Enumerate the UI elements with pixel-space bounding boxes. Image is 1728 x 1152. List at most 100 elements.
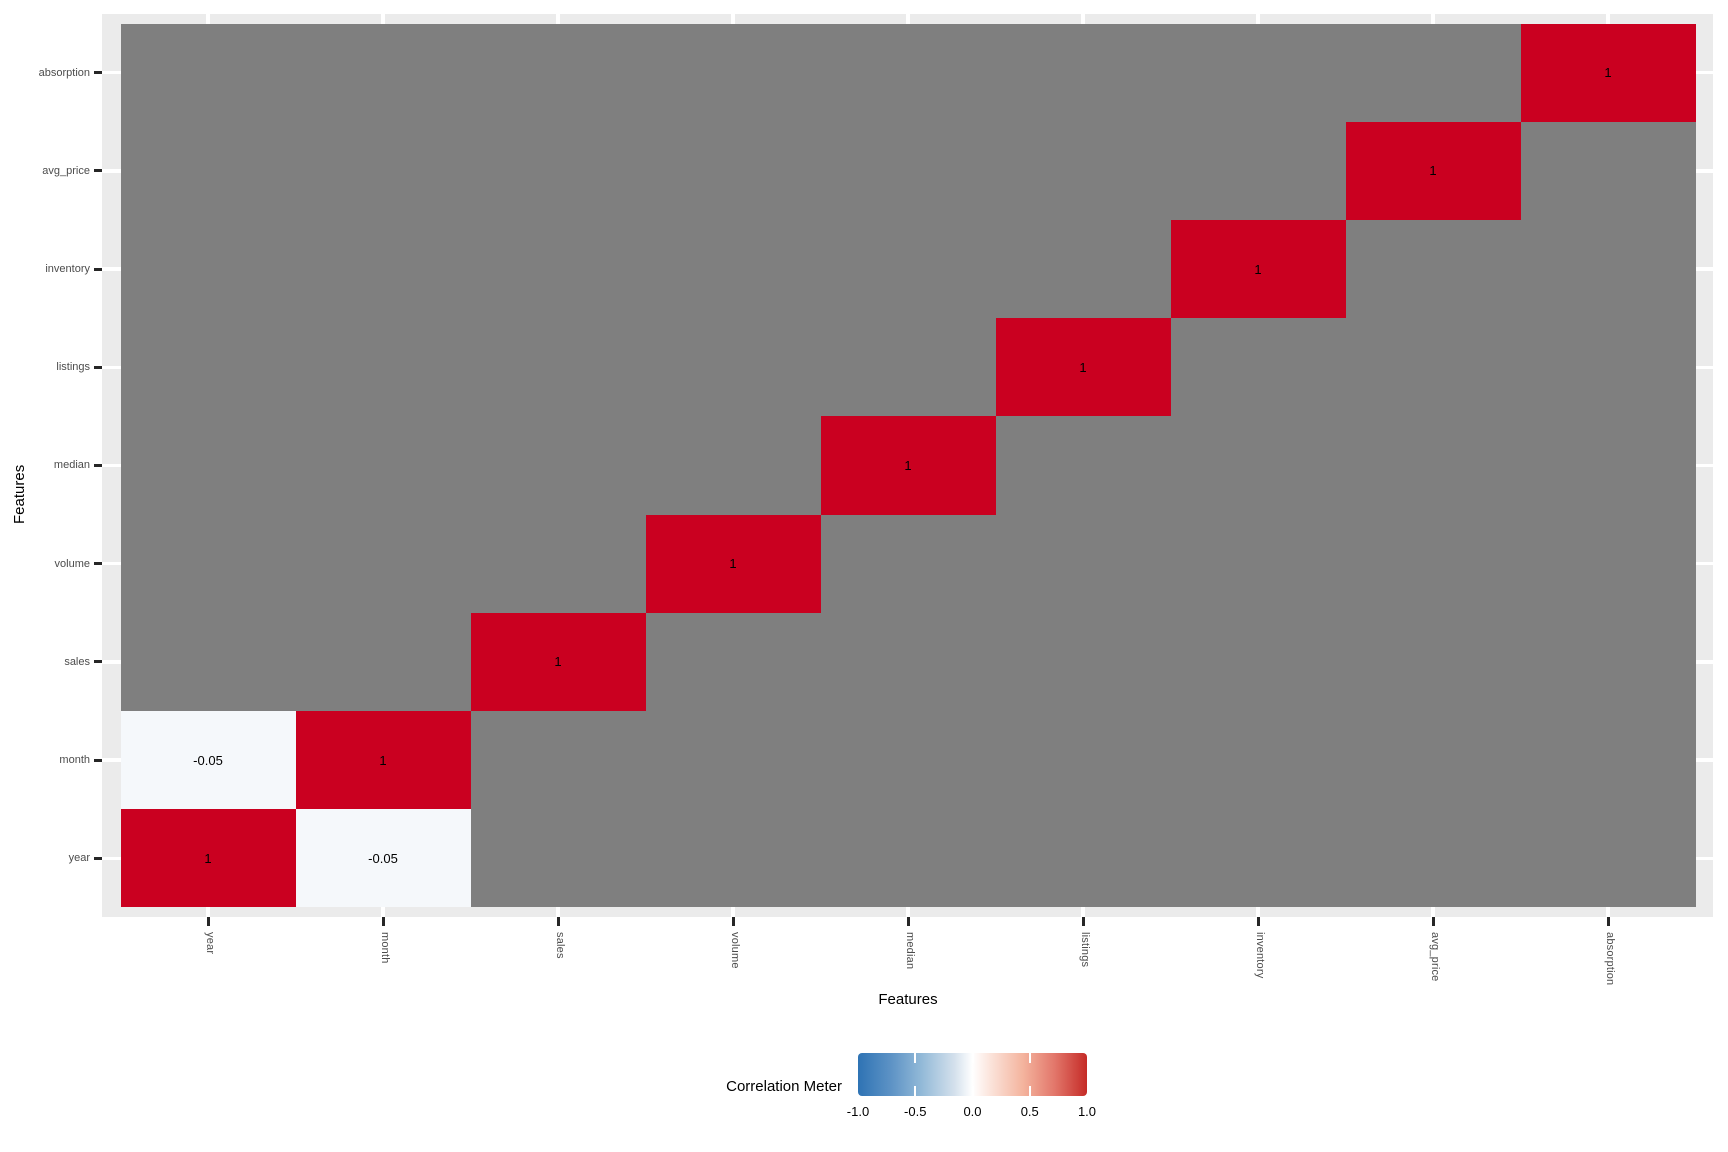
heatmap-cell-volume-inventory[interactable] bbox=[1170, 514, 1346, 613]
y-axis-tick bbox=[94, 856, 102, 860]
heatmap-cell-listings-inventory[interactable] bbox=[1170, 318, 1346, 417]
heatmap-cell-absorption-inventory[interactable] bbox=[1170, 23, 1346, 122]
heatmap-cell-listings-absorption[interactable] bbox=[1520, 318, 1696, 417]
heatmap-cell-inventory-month[interactable] bbox=[295, 219, 471, 319]
heatmap-cell-median-year[interactable] bbox=[120, 416, 296, 515]
heatmap-cell-volume-sales[interactable] bbox=[470, 514, 646, 613]
heatmap-cell-inventory-listings[interactable] bbox=[995, 219, 1171, 319]
y-axis-tick bbox=[94, 71, 102, 75]
x-tick-label-month: month bbox=[379, 932, 391, 964]
heatmap-cell-avg_price-listings[interactable] bbox=[995, 121, 1171, 220]
heatmap-cell-year-avg_price[interactable] bbox=[1345, 809, 1521, 908]
heatmap-cell-median-inventory[interactable] bbox=[1170, 416, 1346, 515]
heatmap-cell-median-volume[interactable] bbox=[645, 416, 821, 515]
heatmap-cell-volume-absorption[interactable] bbox=[1520, 514, 1696, 613]
heatmap-cell-volume-year[interactable] bbox=[120, 514, 296, 613]
heatmap-cell-listings-avg_price[interactable] bbox=[1345, 318, 1521, 417]
heatmap-cell-sales-sales[interactable]: 1 bbox=[470, 612, 646, 712]
heatmap-cell-month-listings[interactable] bbox=[995, 711, 1171, 810]
heatmap-cell-sales-absorption[interactable] bbox=[1520, 612, 1696, 712]
heatmap-cell-sales-month[interactable] bbox=[295, 612, 471, 712]
heatmap-cell-inventory-inventory[interactable]: 1 bbox=[1170, 219, 1346, 319]
heatmap-cell-absorption-median[interactable] bbox=[820, 23, 996, 122]
heatmap-cell-absorption-sales[interactable] bbox=[470, 23, 646, 122]
heatmap-cell-avg_price-month[interactable] bbox=[295, 121, 471, 220]
heatmap-cell-absorption-avg_price[interactable] bbox=[1345, 23, 1521, 122]
heatmap-cell-year-sales[interactable] bbox=[470, 809, 646, 908]
heatmap-cell-absorption-year[interactable] bbox=[120, 23, 296, 122]
heatmap-cell-month-sales[interactable] bbox=[470, 711, 646, 810]
heatmap-cell-listings-median[interactable] bbox=[820, 318, 996, 417]
heatmap-cell-absorption-absorption[interactable]: 1 bbox=[1520, 23, 1696, 122]
heatmap-cell-median-sales[interactable] bbox=[470, 416, 646, 515]
heatmap-cell-month-volume[interactable] bbox=[645, 711, 821, 810]
y-axis-tick bbox=[94, 758, 102, 762]
x-tick-label-median: median bbox=[904, 932, 916, 970]
heatmap-cell-avg_price-volume[interactable] bbox=[645, 121, 821, 220]
heatmap-cell-avg_price-year[interactable] bbox=[120, 121, 296, 220]
heatmap-cell-median-avg_price[interactable] bbox=[1345, 416, 1521, 515]
heatmap-cell-inventory-volume[interactable] bbox=[645, 219, 821, 319]
y-tick-label-month: month bbox=[59, 754, 90, 767]
heatmap-cell-sales-inventory[interactable] bbox=[1170, 612, 1346, 712]
heatmap-cell-month-month[interactable]: 1 bbox=[295, 711, 471, 810]
heatmap-cell-month-year[interactable]: -0.05 bbox=[120, 711, 296, 810]
heatmap-cell-absorption-month[interactable] bbox=[295, 23, 471, 122]
heatmap-cell-sales-year[interactable] bbox=[120, 612, 296, 712]
heatmap-cell-year-absorption[interactable] bbox=[1520, 809, 1696, 908]
heatmap-cell-listings-month[interactable] bbox=[295, 318, 471, 417]
heatmap-cell-median-listings[interactable] bbox=[995, 416, 1171, 515]
heatmap-cell-sales-avg_price[interactable] bbox=[1345, 612, 1521, 712]
heatmap-cell-volume-month[interactable] bbox=[295, 514, 471, 613]
y-axis-tick bbox=[94, 660, 102, 664]
heatmap-cell-avg_price-inventory[interactable] bbox=[1170, 121, 1346, 220]
heatmap-cell-year-month[interactable]: -0.05 bbox=[295, 809, 471, 908]
heatmap-cell-absorption-volume[interactable] bbox=[645, 23, 821, 122]
heatmap-cell-month-avg_price[interactable] bbox=[1345, 711, 1521, 810]
x-tick-label-absorption: absorption bbox=[1604, 932, 1616, 986]
heatmap-cell-inventory-sales[interactable] bbox=[470, 219, 646, 319]
heatmap-cell-year-median[interactable] bbox=[820, 809, 996, 908]
heatmap-cell-inventory-avg_price[interactable] bbox=[1345, 219, 1521, 319]
heatmap-cell-median-median[interactable]: 1 bbox=[820, 416, 996, 515]
colorbar-title: Correlation Meter bbox=[726, 1078, 842, 1095]
colorbar-tick-label--1.0: -1.0 bbox=[846, 1104, 870, 1119]
heatmap-cell-avg_price-avg_price[interactable]: 1 bbox=[1345, 121, 1521, 220]
heatmap-cell-listings-listings[interactable]: 1 bbox=[995, 318, 1171, 417]
heatmap-cell-inventory-median[interactable] bbox=[820, 219, 996, 319]
colorbar-tick-label-1.0: 1.0 bbox=[1077, 1104, 1097, 1119]
y-tick-label-year: year bbox=[68, 852, 90, 865]
heatmap-cell-month-absorption[interactable] bbox=[1520, 711, 1696, 810]
heatmap-cell-inventory-year[interactable] bbox=[120, 219, 296, 319]
heatmap-cell-avg_price-sales[interactable] bbox=[470, 121, 646, 220]
heatmap-cell-year-volume[interactable] bbox=[645, 809, 821, 908]
heatmap-cell-volume-avg_price[interactable] bbox=[1345, 514, 1521, 613]
heatmap-cell-sales-volume[interactable] bbox=[645, 612, 821, 712]
heatmap-cell-inventory-absorption[interactable] bbox=[1520, 219, 1696, 319]
y-axis-tick bbox=[94, 169, 102, 173]
heatmap-cell-listings-sales[interactable] bbox=[470, 318, 646, 417]
heatmap-cell-year-listings[interactable] bbox=[995, 809, 1171, 908]
heatmap-cell-volume-listings[interactable] bbox=[995, 514, 1171, 613]
x-axis-tick bbox=[1256, 917, 1260, 926]
heatmap-cell-listings-year[interactable] bbox=[120, 318, 296, 417]
heatmap-cell-absorption-listings[interactable] bbox=[995, 23, 1171, 122]
heatmap-cell-sales-median[interactable] bbox=[820, 612, 996, 712]
heatmap-cell-sales-listings[interactable] bbox=[995, 612, 1171, 712]
heatmap-cell-median-absorption[interactable] bbox=[1520, 416, 1696, 515]
heatmap-cell-month-median[interactable] bbox=[820, 711, 996, 810]
heatmap-cell-month-inventory[interactable] bbox=[1170, 711, 1346, 810]
y-tick-label-avg_price: avg_price bbox=[42, 164, 90, 177]
x-tick-label-sales: sales bbox=[554, 932, 566, 959]
heatmap-cell-year-inventory[interactable] bbox=[1170, 809, 1346, 908]
heatmap-cell-volume-median[interactable] bbox=[820, 514, 996, 613]
heatmap-cell-avg_price-absorption[interactable] bbox=[1520, 121, 1696, 220]
heatmap-cell-median-month[interactable] bbox=[295, 416, 471, 515]
heatmap-cell-avg_price-median[interactable] bbox=[820, 121, 996, 220]
y-tick-label-median: median bbox=[53, 459, 90, 472]
heatmap-cell-listings-volume[interactable] bbox=[645, 318, 821, 417]
heatmap-cell-volume-volume[interactable]: 1 bbox=[645, 514, 821, 613]
heatmap-cell-year-year[interactable]: 1 bbox=[120, 809, 296, 908]
x-tick-label-listings: listings bbox=[1079, 932, 1091, 968]
